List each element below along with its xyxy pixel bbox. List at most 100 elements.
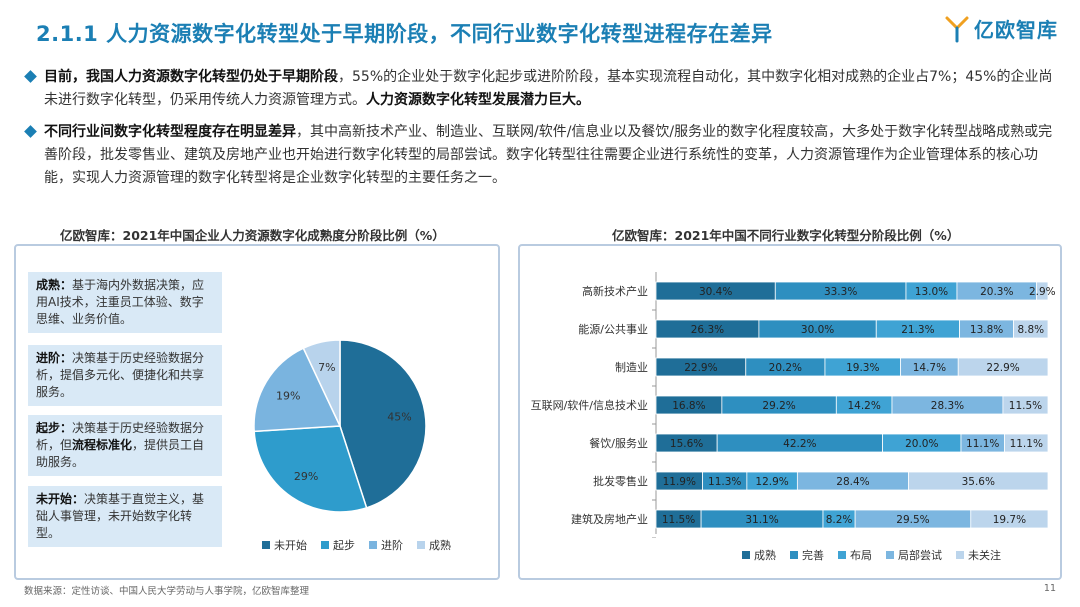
category-label: 餐饮/服务业 xyxy=(589,436,648,450)
bullet-2: 不同行业间数字化转型程度存在明显差异，其中高新技术产业、制造业、互联网/软件/信… xyxy=(24,121,1056,190)
bar-value-label: 19.3% xyxy=(846,362,879,374)
bar-value-label: 11.5% xyxy=(662,514,695,526)
bar-value-label: 30.4% xyxy=(699,286,732,298)
stage-box-mature: 成熟：基于海内外数据决策，应用AI技术，注重员工体验、数字思维、业务价值。 xyxy=(28,272,222,333)
category-label: 批发零售业 xyxy=(593,474,648,488)
bar-segment-未关注 xyxy=(970,509,1049,529)
bar-value-label: 13.0% xyxy=(915,286,948,298)
bar-value-label: 16.8% xyxy=(672,400,705,412)
bar-value-label: 8.2% xyxy=(826,514,853,526)
legend-swatch xyxy=(886,551,894,559)
bar-value-label: 12.9% xyxy=(755,476,788,488)
pie-label: 7% xyxy=(318,361,335,374)
bar-value-label: 13.8% xyxy=(970,324,1003,336)
left-chart-title: 亿欧智库：2021年中国企业人力资源数字化成熟度分阶段比例（%） xyxy=(60,225,445,244)
pie-chart: 45% 29% 19% 7% xyxy=(253,339,427,513)
bar-value-label: 33.3% xyxy=(824,286,857,298)
diamond-bullet-icon xyxy=(24,70,37,83)
bar-segment-未关注 xyxy=(1013,319,1049,339)
logo: 亿欧智库 xyxy=(944,14,1058,43)
bar-segment-未关注 xyxy=(1036,281,1049,301)
legend-item: 完善 xyxy=(790,547,824,563)
bar-value-label: 35.6% xyxy=(962,476,995,488)
left-chart-panel xyxy=(14,244,500,580)
stacked-bar-chart: 高新技术产业 30.4% 33.3% 13.0% 20.3% 2.9% 能源/公共事业 26.… xyxy=(531,272,1056,538)
bullet-2-text: ，其中高新技术产业、制造业、互联网/软件/信息业以及餐饮/服务业的数字化程度较高… xyxy=(44,124,1053,186)
bar-value-label: 42.2% xyxy=(783,438,816,450)
legend-swatch xyxy=(956,551,964,559)
page-number: 11 xyxy=(1043,583,1056,594)
logo-text: 亿欧智库 xyxy=(974,18,1058,42)
bar-value-label: 22.9% xyxy=(986,362,1019,374)
legend-label: 进阶 xyxy=(381,539,403,552)
pie-label: 29% xyxy=(294,470,318,483)
bar-value-label: 11.9% xyxy=(663,476,696,488)
bar-value-label: 11.1% xyxy=(966,438,999,450)
bar-segment-未关注 xyxy=(908,471,1049,491)
legend-label: 局部尝试 xyxy=(898,549,942,562)
legend-item: 局部尝试 xyxy=(886,547,942,563)
bar-value-label: 11.5% xyxy=(1009,400,1042,412)
bar-value-label: 20.0% xyxy=(905,438,938,450)
legend-swatch xyxy=(790,551,798,559)
bullet-1-lead: 目前，我国人力资源数字化转型仍处于早期阶段 xyxy=(44,69,338,85)
legend-label: 未开始 xyxy=(274,539,307,552)
stage-box-not-started: 未开始：决策基于直觉主义，基础人事管理，未开始数字化转型。 xyxy=(28,486,222,547)
bullet-2-lead: 不同行业间数字化转型程度存在明显差异 xyxy=(44,124,296,140)
pie-legend: 未开始 起步 进阶 成熟 xyxy=(262,537,451,553)
bar-value-label: 14.2% xyxy=(847,400,880,412)
stage-name: 未开始： xyxy=(36,492,85,506)
legend-swatch xyxy=(742,551,750,559)
legend-swatch xyxy=(321,541,329,549)
category-label: 互联网/软件/信息技术业 xyxy=(531,398,648,412)
stage-desc: 决策基于历史经验数据分析，但 xyxy=(36,421,205,452)
category-label: 制造业 xyxy=(615,360,648,374)
bullet-1: 目前，我国人力资源数字化转型仍处于早期阶段，55%的企业处于数字化起步或进阶阶段… xyxy=(24,66,1056,112)
bar-value-label: 19.7% xyxy=(993,514,1026,526)
bar-segment-未关注 xyxy=(1002,395,1049,415)
legend-item: 成熟 xyxy=(742,547,776,563)
page-title: 2.1.1 人力资源数字化转型处于早期阶段，不同行业数字化转型进程存在差异 xyxy=(36,22,773,46)
legend-label: 未关注 xyxy=(968,549,1001,562)
stage-name: 进阶： xyxy=(36,351,73,365)
pie-label: 45% xyxy=(387,411,411,424)
legend-label: 成熟 xyxy=(429,539,451,552)
legend-swatch xyxy=(262,541,270,549)
bar-value-label: 26.3% xyxy=(691,324,724,336)
pie-slice-起步 xyxy=(253,425,368,513)
bar-value-label: 31.1% xyxy=(745,514,778,526)
bar-value-label: 14.7% xyxy=(913,362,946,374)
category-label: 建筑及房地产业 xyxy=(571,512,648,526)
stage-desc: 基于海内外数据决策，应用AI技术，注重员工体验、数字思维、业务价值。 xyxy=(36,278,205,326)
bar-segment-未关注 xyxy=(1004,433,1049,453)
legend-item: 成熟 xyxy=(417,537,451,553)
bar-value-label: 20.2% xyxy=(769,362,802,374)
bar-value-label: 8.8% xyxy=(1017,324,1044,336)
legend-swatch xyxy=(417,541,425,549)
bar-value-label: 11.1% xyxy=(1010,438,1043,450)
bar-value-label: 29.5% xyxy=(896,514,929,526)
legend-item: 未开始 xyxy=(262,537,307,553)
pie-slice-成熟 xyxy=(302,339,341,427)
category-label: 高新技术产业 xyxy=(582,284,648,298)
bar-segment-未关注 xyxy=(957,357,1049,377)
yiou-logo-icon xyxy=(945,16,969,42)
bar-value-label: 22.9% xyxy=(684,362,717,374)
category-label: 能源/公共事业 xyxy=(578,322,648,336)
right-chart-title: 亿欧智库：2021年中国不同行业数字化转型分阶段比例（%） xyxy=(612,225,960,244)
stage-desc-bold: 流程标准化 xyxy=(72,438,133,452)
legend-label: 布局 xyxy=(850,549,872,562)
stage-name: 成熟： xyxy=(36,278,73,292)
stage-box-starting: 起步：决策基于历史经验数据分析，但流程标准化，提供员工自助服务。 xyxy=(28,415,222,476)
bullet-1-text: ，55%的企业处于数字化起步或进阶阶段，基本实现流程自动化，其中数字化相对成熟的… xyxy=(44,69,1053,108)
legend-swatch xyxy=(838,551,846,559)
bar-value-label: 15.6% xyxy=(670,438,703,450)
bar-value-label: 20.3% xyxy=(980,286,1013,298)
pie-label: 19% xyxy=(276,389,300,402)
legend-item: 布局 xyxy=(838,547,872,563)
legend-label: 完善 xyxy=(802,549,824,562)
legend-item: 进阶 xyxy=(369,537,403,553)
stage-desc: 决策基于历史经验数据分析，提倡多元化、便捷化和共享服务。 xyxy=(36,351,205,399)
bar-value-label: 2.9% xyxy=(1029,286,1056,298)
right-chart-panel xyxy=(518,244,1062,580)
